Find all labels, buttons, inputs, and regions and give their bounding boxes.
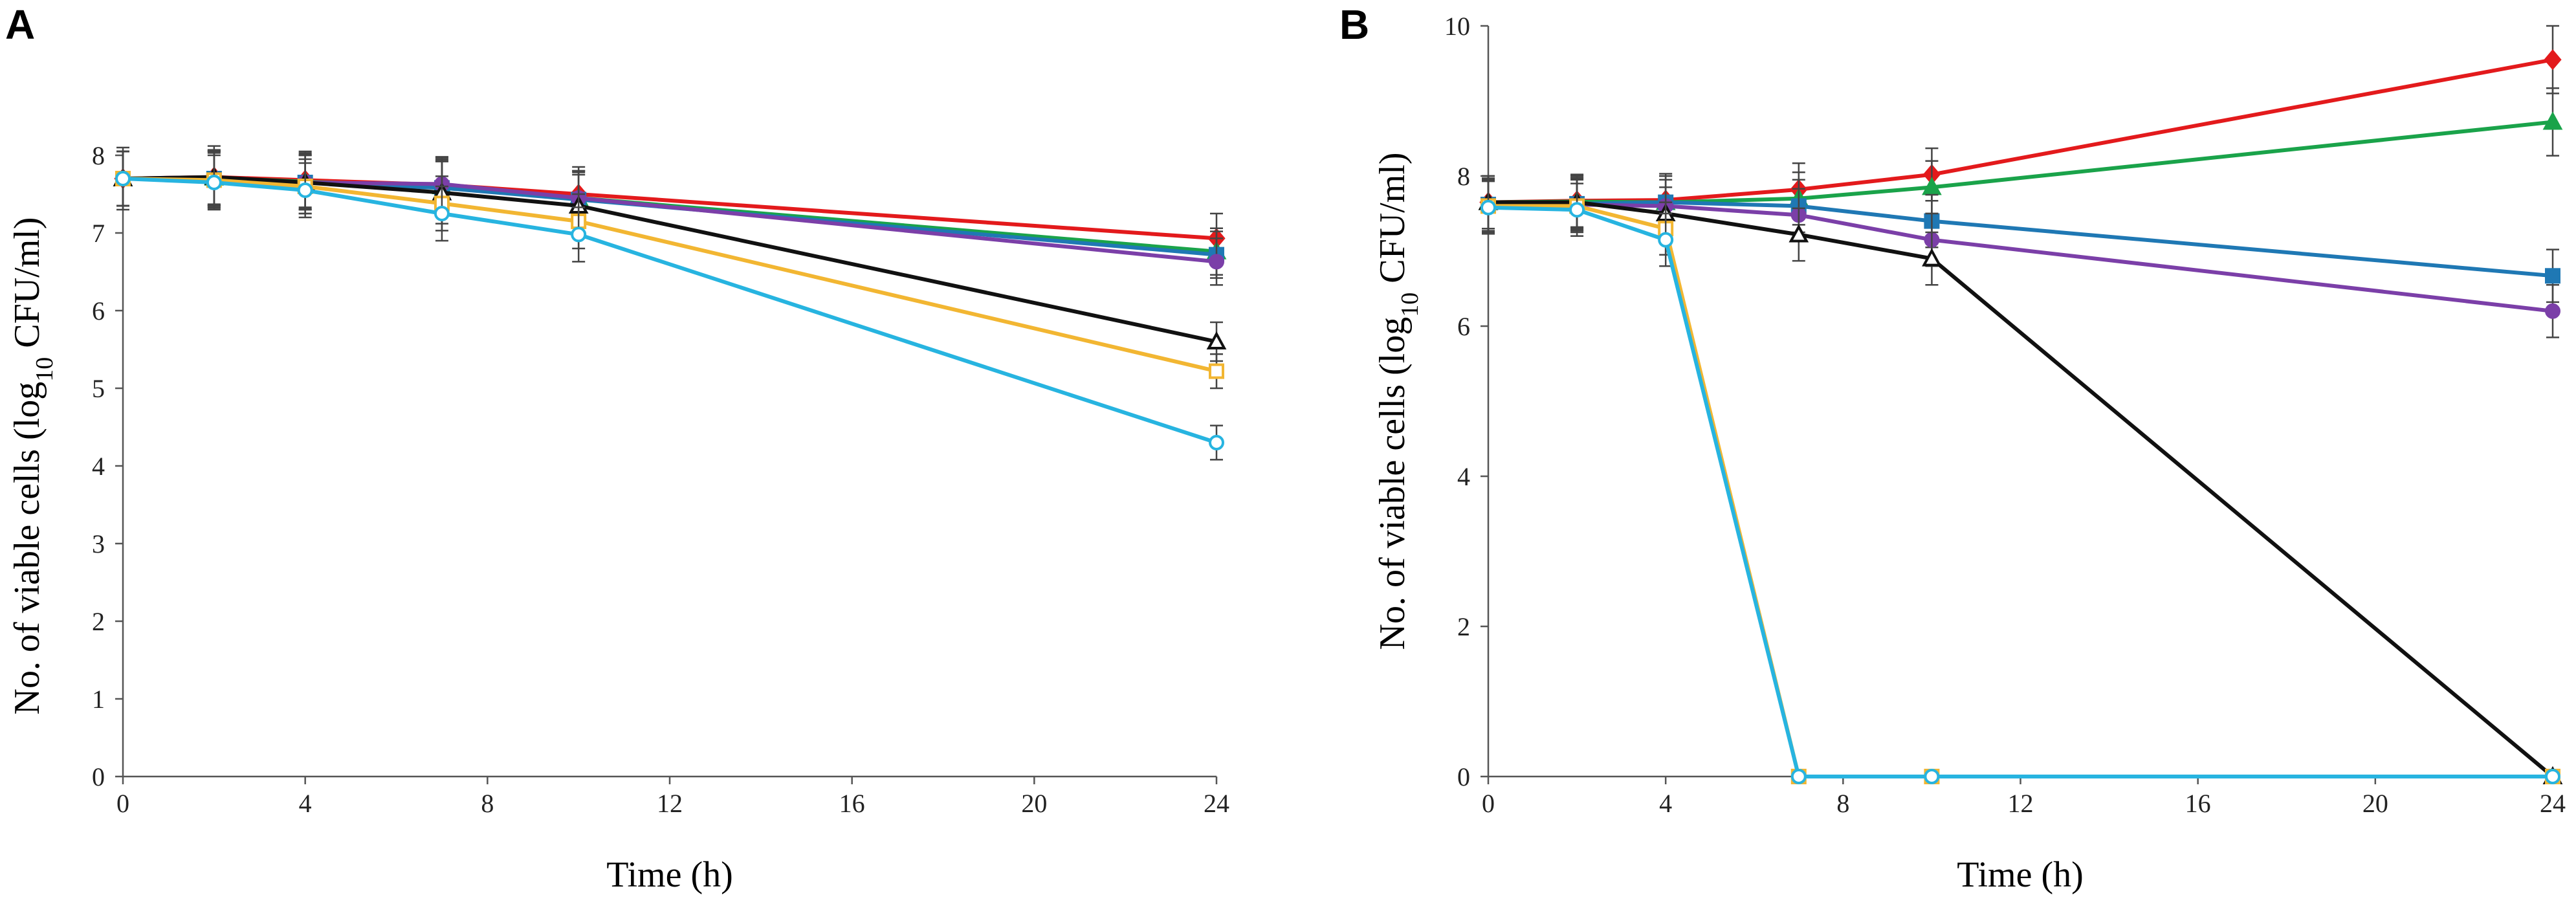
y-axis-title-tail: CFU/ml)	[7, 217, 47, 357]
series-green	[113, 149, 1227, 276]
y-tick-label: 3	[92, 529, 105, 558]
x-tick-label: 16	[839, 789, 865, 818]
x-tick-label: 12	[2008, 789, 2034, 818]
y-axis-title-sub: 10	[1396, 292, 1424, 317]
series-line-cyan	[122, 177, 1217, 445]
data-point	[571, 226, 587, 243]
x-tick-label: 24	[2540, 789, 2566, 818]
series-line-cyan	[1488, 205, 2553, 778]
data-point	[1209, 254, 1224, 270]
y-tick-label: 6	[1457, 312, 1470, 341]
y-tick-label: 2	[92, 607, 105, 636]
data-point	[1481, 199, 1496, 215]
x-tick-label: 20	[2362, 789, 2388, 818]
y-tick-label: 0	[1457, 762, 1470, 791]
y-axis-title-main: No. of viable cells (log	[7, 382, 47, 715]
y-tick-label: 2	[1457, 612, 1470, 641]
series-blue	[115, 150, 1224, 279]
x-tick-label: 0	[1482, 789, 1495, 818]
data-point	[2544, 49, 2562, 71]
series-line-purple	[123, 177, 1217, 264]
data-point	[434, 206, 450, 221]
y-tick-label: 4	[92, 452, 105, 481]
y-tick-label: 8	[92, 141, 105, 170]
y-axis-title-sub: 10	[31, 357, 58, 382]
x-tick-label: 8	[1836, 789, 1849, 818]
data-point	[1789, 224, 1809, 243]
y-tick-label: 8	[1457, 162, 1470, 191]
y-tick-label: 4	[1457, 462, 1470, 491]
data-point	[1924, 769, 1940, 784]
series-black	[1478, 175, 2563, 784]
y-tick-label: 10	[1444, 12, 1470, 41]
series-line-black	[122, 175, 1217, 344]
x-tick-label: 4	[1659, 789, 1672, 818]
x-tick-label: 12	[657, 789, 683, 818]
data-point	[2545, 268, 2560, 284]
x-tick-label: 24	[1204, 789, 1229, 818]
series-cyan	[115, 150, 1224, 461]
y-tick-label: 0	[92, 762, 105, 791]
panel-letter-b: B	[1339, 1, 1369, 48]
x-axis-title: Time (h)	[606, 855, 733, 895]
series-cyan	[1481, 180, 2560, 784]
x-tick-label: 16	[2185, 789, 2211, 818]
data-point	[1209, 435, 1224, 450]
x-axis-title: Time (h)	[1957, 855, 2084, 895]
data-point	[2545, 303, 2560, 319]
data-point	[2542, 111, 2563, 130]
data-point	[1209, 363, 1224, 379]
y-axis-title: No. of viable cells (log10 CFU/ml)	[1372, 152, 1424, 650]
y-tick-label: 6	[92, 296, 105, 325]
series-line-purple	[1488, 203, 2553, 313]
data-point	[1658, 232, 1674, 248]
x-tick-label: 20	[1021, 789, 1047, 818]
data-point	[2545, 769, 2560, 784]
series-red	[1479, 25, 2562, 230]
y-axis-title-tail: CFU/ml)	[1372, 152, 1413, 292]
y-tick-label: 5	[92, 374, 105, 403]
panel-letter-a: A	[5, 1, 35, 48]
series-line-red	[1488, 58, 2553, 204]
data-point	[1569, 202, 1585, 218]
series-line-blue	[1488, 200, 2553, 278]
y-tick-label: 1	[92, 685, 105, 714]
y-axis-title-main: No. of viable cells (log	[1372, 317, 1413, 650]
series-line-black	[1488, 200, 2554, 778]
data-point	[206, 175, 222, 190]
data-point	[1790, 769, 1807, 784]
series-blue	[1481, 175, 2560, 303]
y-axis-title: No. of viable cells (log10 CFU/ml)	[7, 217, 58, 714]
data-point	[1922, 177, 1942, 195]
data-point	[1206, 331, 1227, 349]
data-point	[297, 182, 313, 198]
data-point	[115, 171, 131, 186]
x-tick-label: 8	[481, 789, 494, 818]
x-tick-label: 0	[116, 789, 129, 818]
series-line-green	[1488, 120, 2553, 204]
y-tick-label: 7	[92, 219, 105, 248]
data-point	[1922, 248, 1942, 267]
x-tick-label: 4	[299, 789, 312, 818]
series-yellow	[1481, 179, 2560, 784]
